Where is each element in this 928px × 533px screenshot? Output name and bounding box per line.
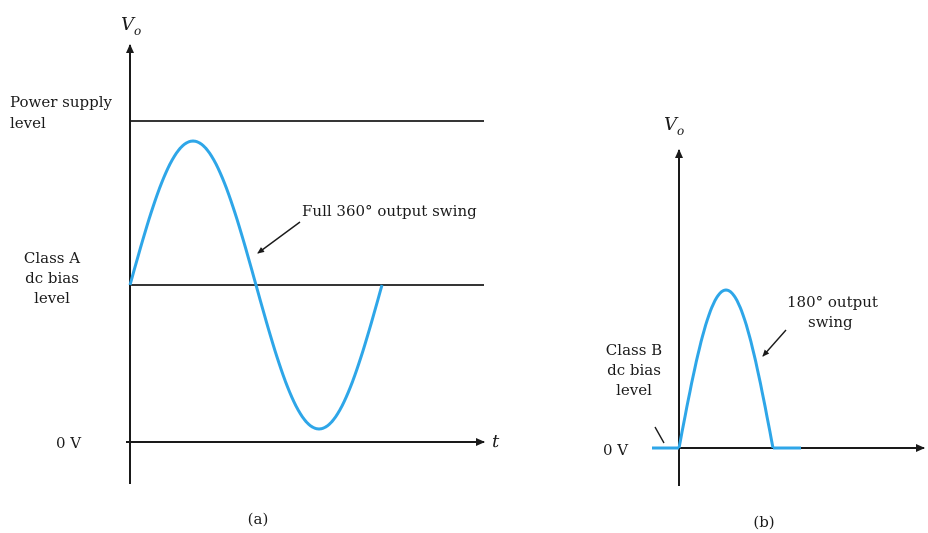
figure-b-bias-pointer <box>654 426 665 444</box>
figure-a-y-axis-label: Vo <box>121 14 141 38</box>
figure-a-swing-pointer <box>257 221 301 254</box>
figure-b-bias-label-3: level <box>616 381 652 399</box>
figure-b-zero-label: 0 V <box>603 441 629 459</box>
figure-a: Vo t Power supply level Class A dc bias … <box>10 14 500 528</box>
figure-a-bias-label-3: level <box>34 289 70 307</box>
figure-a-bias-label-2: dc bias <box>25 269 79 287</box>
figure-a-power-supply-label-1: Power supply <box>10 93 113 111</box>
figure-a-power-supply-label-2: level <box>10 114 46 132</box>
figure-a-zero-label: 0 V <box>56 434 82 452</box>
figure-a-bias-label-1: Class A <box>24 249 80 267</box>
figure-b-half-wave <box>677 288 775 449</box>
figure-a-swing-annotation: Full 360° output swing <box>302 202 477 220</box>
figure-a-caption: (a) <box>248 510 269 528</box>
figure-b-swing-annotation-1: 180° output <box>787 293 878 311</box>
figure-b-swing-pointer <box>762 329 787 357</box>
figure-b-bias-label-2: dc bias <box>607 361 661 379</box>
figure-a-x-axis-label: t <box>492 431 500 452</box>
figure-b-bias-label-1: Class B <box>606 341 662 359</box>
figure-a-full-wave <box>128 139 384 431</box>
figure-b-swing-annotation-2: swing <box>808 313 853 331</box>
figure-b-y-axis-label: Vo <box>664 114 684 138</box>
figure-b-caption: (b) <box>753 513 774 531</box>
figure-b: Vo Class B dc bias level 0 V 180° output… <box>603 114 925 531</box>
